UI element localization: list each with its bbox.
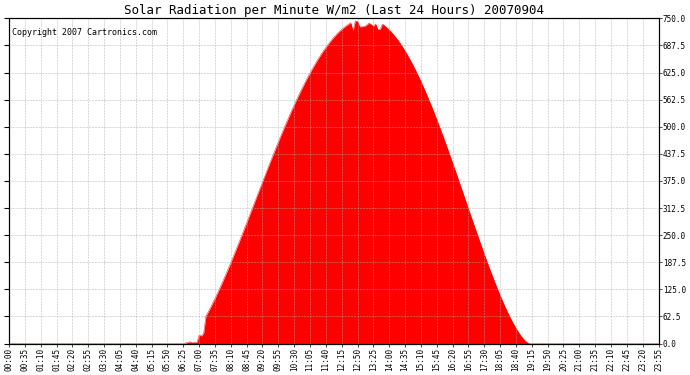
- Text: Copyright 2007 Cartronics.com: Copyright 2007 Cartronics.com: [12, 28, 157, 37]
- Title: Solar Radiation per Minute W/m2 (Last 24 Hours) 20070904: Solar Radiation per Minute W/m2 (Last 24…: [124, 4, 544, 17]
